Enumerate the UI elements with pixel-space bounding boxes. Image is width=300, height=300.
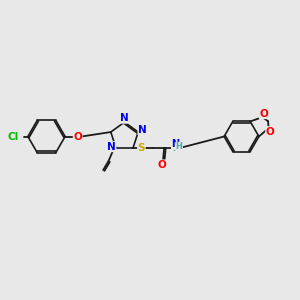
Text: H: H [176,142,183,151]
Text: O: O [266,127,274,137]
Text: N: N [120,113,129,123]
Text: N: N [138,125,147,135]
Text: O: O [73,131,82,142]
Text: H: H [172,144,179,153]
Text: O: O [260,109,268,118]
Text: N: N [107,142,116,152]
Text: S: S [138,143,145,153]
Text: O: O [158,160,167,170]
Text: N: N [172,139,180,149]
Text: Cl: Cl [7,131,18,142]
